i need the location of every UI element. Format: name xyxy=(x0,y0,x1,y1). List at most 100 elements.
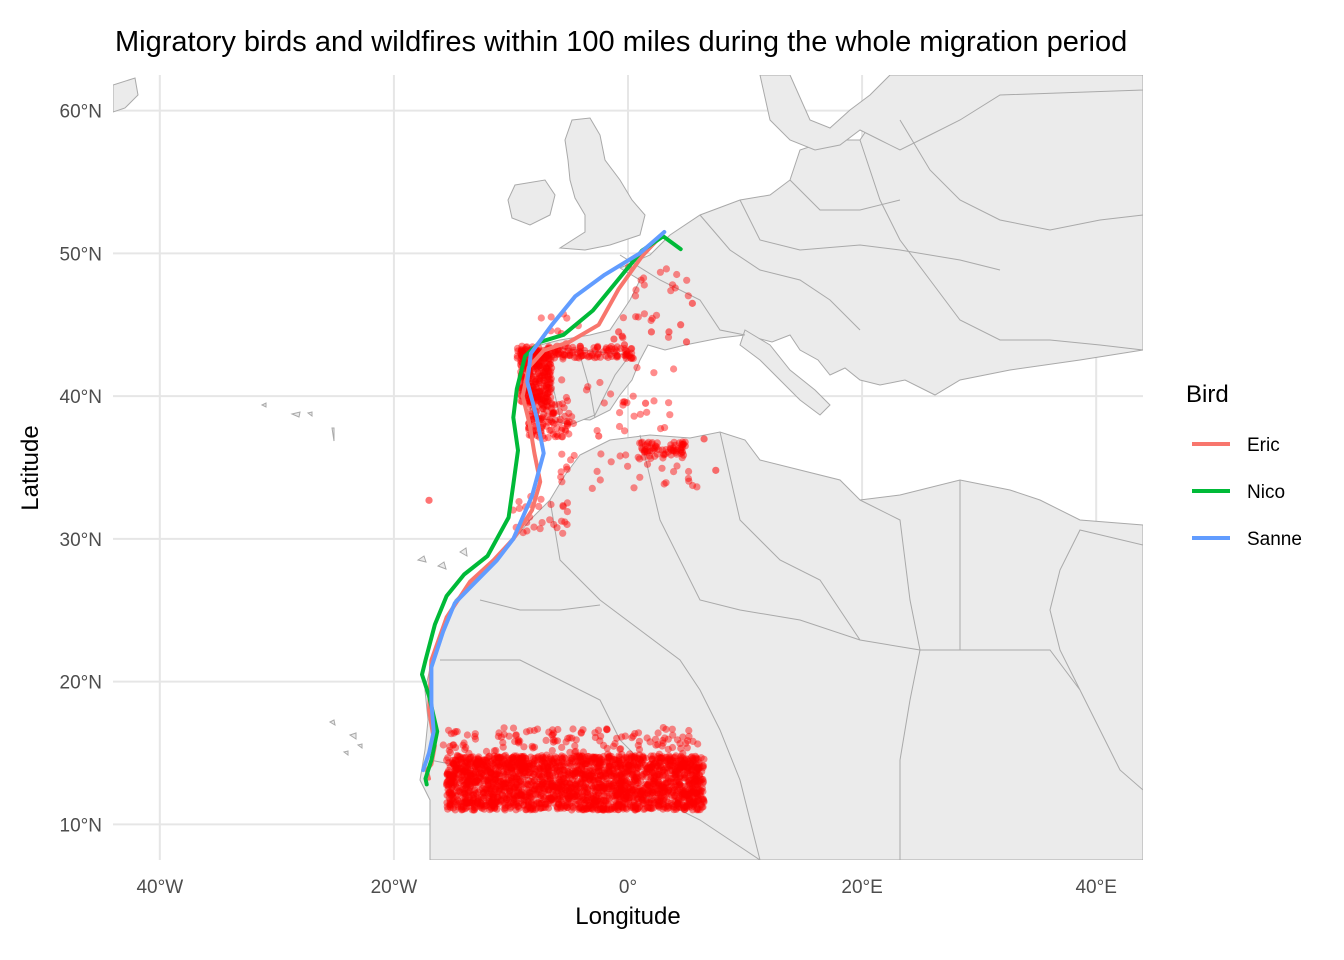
wildfire-point xyxy=(518,781,526,789)
wildfire-point xyxy=(685,796,693,804)
wildfire-point xyxy=(686,794,694,802)
wildfire-point xyxy=(520,797,528,805)
wildfire-point xyxy=(617,763,625,771)
wildfire-point xyxy=(689,760,697,768)
wildfire-point xyxy=(445,794,453,802)
wildfire-point xyxy=(645,782,654,790)
wildfire-point xyxy=(511,783,519,791)
wildfire-point xyxy=(487,804,496,812)
wildfire-point xyxy=(622,782,630,790)
wildfire-point xyxy=(464,766,472,774)
wildfire-point xyxy=(553,805,562,813)
wildfire-point xyxy=(527,778,535,786)
wildfire-point xyxy=(630,755,638,763)
wildfire-point xyxy=(447,779,455,787)
wildfire-point xyxy=(556,784,564,792)
wildfire-point xyxy=(609,769,617,777)
wildfire-point xyxy=(639,800,647,808)
wildfire-point xyxy=(624,795,632,803)
wildfire-point xyxy=(451,766,459,775)
wildfire-point xyxy=(690,780,699,788)
wildfire-point xyxy=(509,799,518,807)
wildfire-point xyxy=(528,799,536,807)
wildfire-point xyxy=(537,800,545,808)
wildfire-point xyxy=(452,774,460,782)
wildfire-point xyxy=(612,799,621,808)
wildfire-point xyxy=(521,764,529,772)
wildfire-point xyxy=(642,780,650,789)
wildfire-point xyxy=(618,750,626,759)
wildfire-point xyxy=(638,795,646,803)
wildfire-point xyxy=(480,766,488,774)
wildfire-point xyxy=(661,765,670,773)
wildfire-point xyxy=(498,790,506,798)
wildfire-point xyxy=(627,754,635,763)
wildfire-point xyxy=(450,760,458,768)
wildfire-point xyxy=(530,523,538,531)
wildfire-point xyxy=(560,404,568,412)
wildfire-point xyxy=(499,777,507,785)
wildfire-point xyxy=(634,795,642,803)
wildfire-point xyxy=(585,757,594,766)
wildfire-point xyxy=(582,780,590,788)
wildfire-point xyxy=(572,791,580,799)
wildfire-point xyxy=(635,745,644,754)
landmass-ireland xyxy=(507,179,556,226)
wildfire-point xyxy=(591,796,599,804)
wildfire-point xyxy=(448,791,456,799)
wildfire-point xyxy=(680,793,688,801)
wildfire-point xyxy=(491,804,499,812)
wildfire-point xyxy=(680,806,689,814)
wildfire-point xyxy=(470,801,478,809)
wildfire-point xyxy=(463,773,471,781)
wildfire-point xyxy=(472,776,480,785)
wildfire-point xyxy=(461,799,470,807)
wildfire-point xyxy=(475,753,483,761)
wildfire-point xyxy=(678,760,686,768)
wildfire-point xyxy=(647,763,655,771)
wildfire-point xyxy=(570,793,579,801)
wildfire-point xyxy=(495,772,503,780)
wildfire-point xyxy=(500,762,508,770)
wildfire-point xyxy=(472,789,480,797)
wildfire-point xyxy=(690,799,698,807)
wildfire-point xyxy=(665,399,673,407)
wildfire-point xyxy=(688,789,696,797)
wildfire-point xyxy=(597,805,605,813)
wildfire-point xyxy=(614,793,623,801)
wildfire-point xyxy=(544,800,552,808)
wildfire-point xyxy=(469,773,477,781)
wildfire-point xyxy=(670,759,679,768)
wildfire-point xyxy=(691,793,699,802)
wildfire-point xyxy=(544,786,552,794)
wildfire-point xyxy=(682,791,690,800)
wildfire-point xyxy=(596,378,604,387)
wildfire-point xyxy=(482,785,490,793)
wildfire-point xyxy=(625,784,633,792)
wildfire-point xyxy=(507,764,516,772)
wildfire-point xyxy=(488,782,496,790)
wildfire-point xyxy=(482,747,491,756)
wildfire-point xyxy=(563,803,572,812)
wildfire-point xyxy=(691,800,699,808)
wildfire-point xyxy=(591,781,599,790)
wildfire-point xyxy=(495,799,503,808)
wildfire-point xyxy=(681,792,689,800)
wildfire-point xyxy=(474,795,482,803)
wildfire-point xyxy=(503,795,511,804)
wildfire-point xyxy=(700,435,708,443)
wildfire-point xyxy=(643,734,651,742)
wildfire-point xyxy=(599,802,607,811)
wildfire-point xyxy=(449,772,457,780)
wildfire-point xyxy=(612,791,621,799)
wildfire-point xyxy=(689,772,697,780)
wildfire-point xyxy=(636,783,644,791)
wildfire-point xyxy=(477,760,485,769)
wildfire-point xyxy=(651,771,659,779)
wildfire-point xyxy=(550,794,558,802)
wildfire-point xyxy=(491,776,499,784)
wildfire-point xyxy=(599,785,607,793)
wildfire-point xyxy=(455,797,463,805)
wildfire-point xyxy=(639,760,648,769)
wildfire-point xyxy=(467,758,475,766)
